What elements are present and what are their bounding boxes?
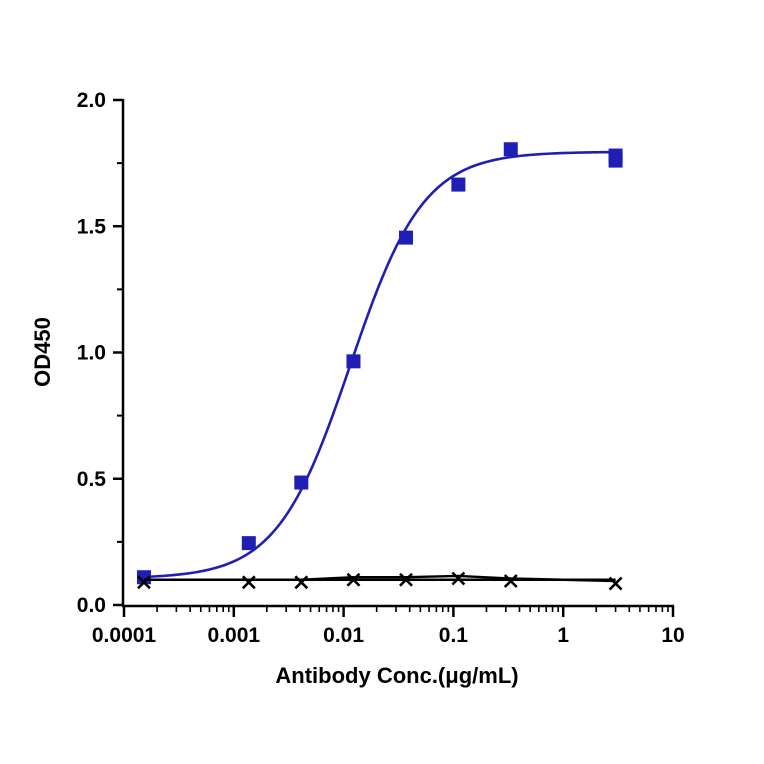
x-tick-label: 1 [557,624,569,647]
data-point-x [294,575,309,590]
y-axis-title: OD450 [30,317,55,387]
data-point-square [451,177,466,192]
axes: 0.0 0.5 1.0 1.5 2.0 0.0001 0.001 0.01 0.1 1 10 [77,89,685,647]
x-tick-label: 0.001 [208,624,261,647]
x-tick-label: 0.01 [323,624,364,647]
x-tick-label: 0.1 [439,624,469,647]
data-point-square [346,354,361,369]
x-tick-label: 10 [661,624,684,647]
data-point-x [137,575,151,590]
data-point-x [241,575,256,590]
data-point-square [398,230,413,245]
y-tick-label: 1.5 [77,215,107,238]
data-point-x [346,572,361,587]
plot-area [136,142,623,591]
fit-curve [143,150,616,579]
x-axis-title: Antibody Conc.(μg/mL) [275,663,518,688]
data-point-square [608,148,623,163]
y-tick-label: 1.0 [77,342,106,365]
y-tick-label: 0.0 [77,594,106,617]
data-point-x [451,571,466,586]
data-point-square [241,536,256,551]
data-point-x [399,572,413,587]
x-tick-label: 0.0001 [92,624,157,647]
y-tick-label: 2.0 [77,89,106,112]
x-ticks: 0.0001 0.001 0.01 0.1 1 10 [92,606,685,647]
y-ticks: 0.0 0.5 1.0 1.5 2.0 [77,89,123,617]
data-point-x [608,576,623,591]
data-point-x [503,574,518,588]
data-point-square [294,475,309,490]
y-tick-label: 0.5 [77,468,107,491]
data-point-square [503,142,518,157]
